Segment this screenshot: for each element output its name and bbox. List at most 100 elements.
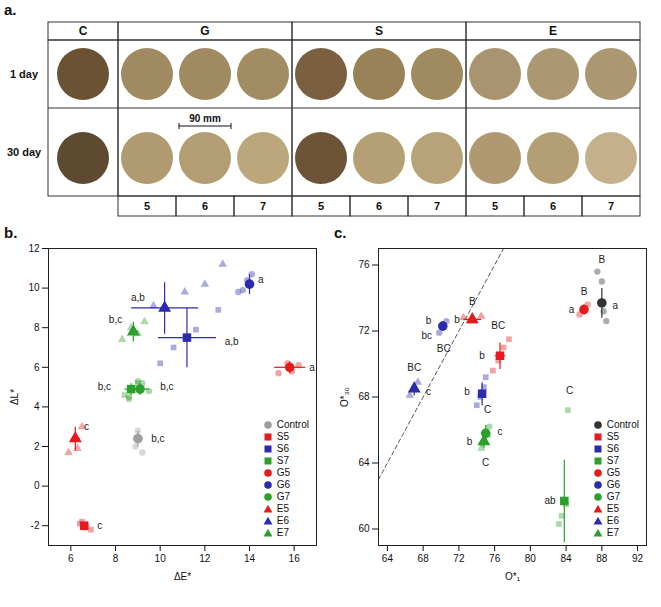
html-text:E5: E5: [606, 503, 619, 514]
svg-text:B: B: [581, 286, 588, 297]
svg-text:b: b: [464, 386, 470, 397]
svg-text:b,c: b,c: [160, 381, 173, 392]
svg-text:a: a: [309, 362, 315, 373]
svg-text:BC: BC: [491, 320, 505, 331]
svg-text:6: 6: [34, 362, 40, 373]
svg-text:64: 64: [358, 457, 370, 468]
html-text:E7: E7: [276, 527, 289, 538]
svg-text:C: C: [484, 404, 491, 415]
svg-text:10: 10: [155, 553, 167, 564]
svg-text:6: 6: [68, 553, 74, 564]
svg-text:a: a: [569, 304, 575, 315]
html-text:Control: Control: [606, 419, 639, 430]
svg-text:b: b: [426, 315, 432, 326]
svg-text:G: G: [200, 24, 209, 38]
svg-text:5: 5: [318, 200, 324, 212]
svg-text:84: 84: [561, 553, 573, 564]
html-text:c.: c.: [334, 224, 347, 241]
html-text:E6: E6: [276, 515, 289, 526]
html-text:E5: E5: [276, 503, 289, 514]
svg-text:5: 5: [144, 200, 150, 212]
svg-text:64: 64: [382, 553, 394, 564]
svg-text:88: 88: [596, 553, 608, 564]
html-text:S6: S6: [606, 443, 619, 454]
svg-text:2: 2: [34, 441, 40, 452]
svg-text:8: 8: [34, 322, 40, 333]
svg-text:b,c: b,c: [109, 314, 122, 325]
svg-text:E: E: [549, 24, 557, 38]
svg-text:72: 72: [453, 553, 465, 564]
svg-text:80: 80: [525, 553, 537, 564]
svg-text:7: 7: [260, 200, 266, 212]
svg-text:8: 8: [113, 553, 119, 564]
svg-text:6: 6: [376, 200, 382, 212]
svg-text:-2: -2: [31, 520, 40, 531]
svg-text:72: 72: [358, 325, 370, 336]
svg-text:a,b: a,b: [131, 292, 145, 303]
svg-text:BC: BC: [437, 343, 451, 354]
svg-text:b: b: [467, 436, 473, 447]
svg-text:ΔL*: ΔL*: [9, 389, 20, 405]
html-text:S7: S7: [276, 455, 289, 466]
svg-text:b: b: [479, 350, 485, 361]
svg-text:c: c: [97, 520, 102, 531]
svg-text:b: b: [454, 314, 460, 325]
svg-text:10: 10: [28, 282, 40, 293]
svg-text:C: C: [482, 457, 489, 468]
svg-text:68: 68: [358, 391, 370, 402]
svg-text:C: C: [79, 24, 88, 38]
svg-text:7: 7: [434, 200, 440, 212]
svg-text:7: 7: [608, 200, 614, 212]
svg-text:60: 60: [358, 523, 370, 534]
svg-text:68: 68: [418, 553, 430, 564]
html-text:G7: G7: [276, 491, 291, 502]
svg-text:O*₁: O*₁: [505, 571, 521, 582]
svg-text:ΔE*: ΔE*: [174, 571, 191, 582]
svg-text:c: c: [84, 421, 89, 432]
html-text:G7: G7: [606, 491, 621, 502]
svg-text:14: 14: [244, 553, 256, 564]
svg-text:12: 12: [199, 553, 211, 564]
svg-text:B: B: [598, 254, 605, 265]
svg-text:90 mm: 90 mm: [189, 113, 221, 124]
html-text:S5: S5: [606, 431, 619, 442]
svg-text:b,c: b,c: [98, 381, 111, 392]
svg-text:a,b: a,b: [225, 336, 239, 347]
svg-text:5: 5: [492, 200, 498, 212]
svg-text:76: 76: [358, 259, 370, 270]
svg-text:a: a: [612, 300, 618, 311]
svg-text:1 day: 1 day: [10, 68, 39, 80]
svg-text:12: 12: [28, 243, 40, 254]
svg-text:16: 16: [289, 553, 301, 564]
svg-text:a: a: [258, 274, 264, 285]
svg-text:a.: a.: [4, 1, 17, 18]
svg-text:BC: BC: [407, 362, 421, 373]
svg-text:bc: bc: [421, 330, 432, 341]
svg-text:C: C: [566, 385, 573, 396]
html-text:E6: E6: [606, 515, 619, 526]
svg-text:92: 92: [632, 553, 644, 564]
svg-text:0: 0: [34, 480, 40, 491]
html-text:G6: G6: [276, 479, 291, 490]
svg-text:O*₃₀: O*₃₀: [339, 387, 350, 407]
html-text:Control: Control: [276, 419, 309, 430]
svg-text:30 day: 30 day: [7, 146, 42, 158]
svg-text:b,c: b,c: [151, 433, 164, 444]
svg-text:c: c: [497, 426, 502, 437]
svg-text:76: 76: [489, 553, 501, 564]
html-text:G6: G6: [606, 479, 621, 490]
svg-text:6: 6: [550, 200, 556, 212]
html-text:b.: b.: [4, 224, 18, 241]
html-text:E7: E7: [606, 527, 619, 538]
html-text:G5: G5: [276, 467, 291, 478]
html-text:S5: S5: [276, 431, 289, 442]
svg-text:c: c: [426, 386, 431, 397]
svg-text:6: 6: [202, 200, 208, 212]
svg-text:ab: ab: [544, 495, 556, 506]
html-text:S7: S7: [606, 455, 619, 466]
html-text:S6: S6: [276, 443, 289, 454]
html-text:G5: G5: [606, 467, 621, 478]
svg-text:S: S: [375, 24, 383, 38]
svg-text:4: 4: [34, 401, 40, 412]
svg-text:B: B: [469, 296, 476, 307]
